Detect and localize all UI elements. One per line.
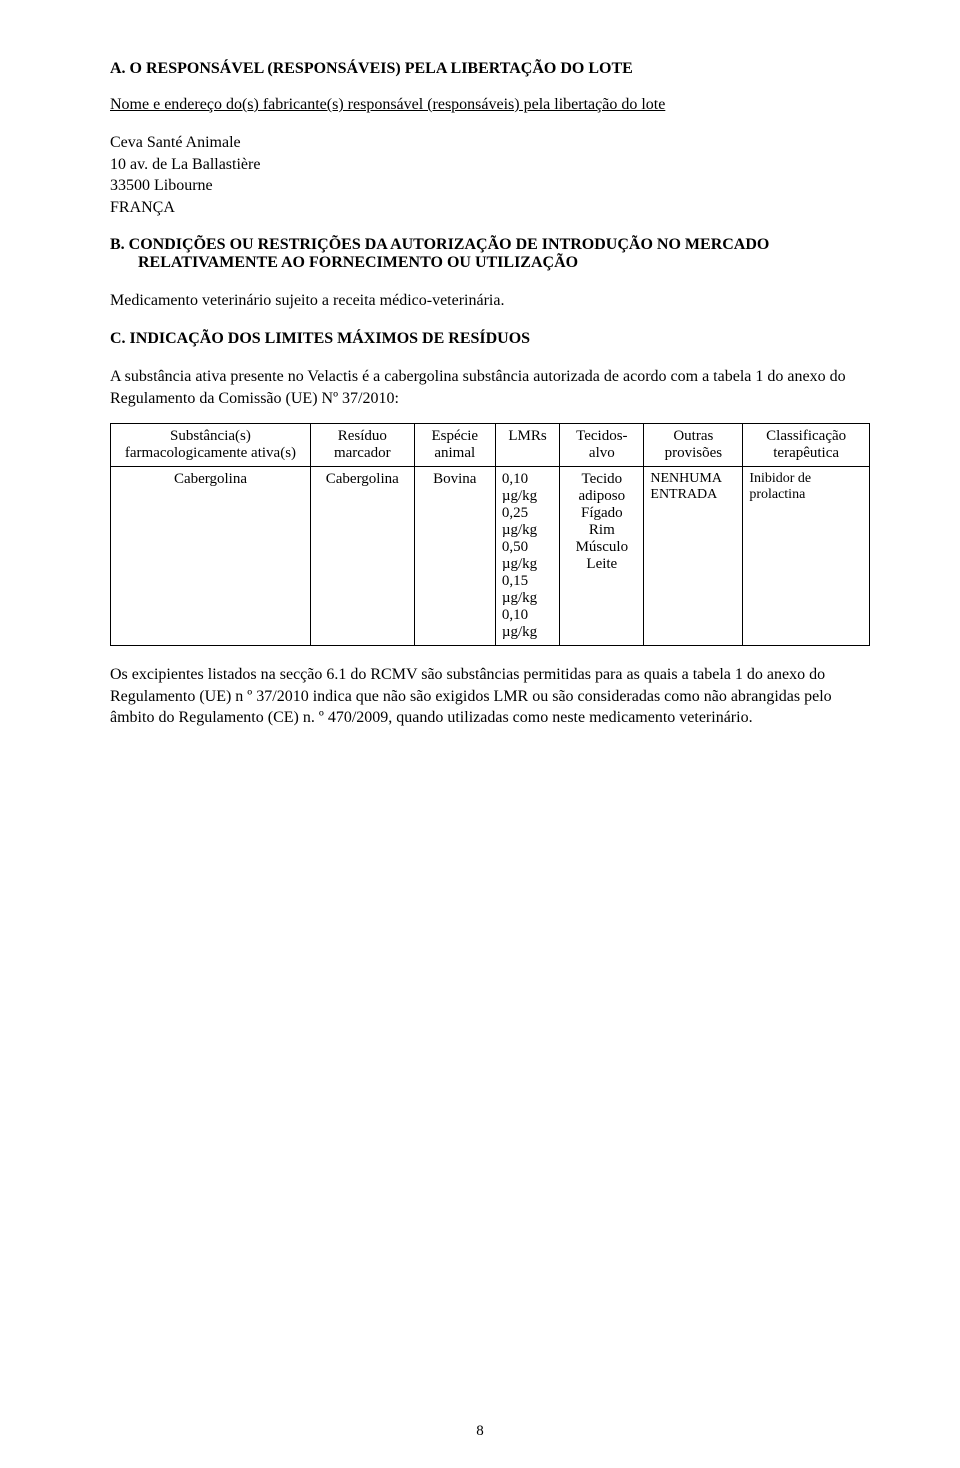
- col-header-lmrs: LMRs: [495, 424, 559, 467]
- page-number: 8: [0, 1423, 960, 1440]
- cell-classification: Inibidor de prolactina: [743, 467, 870, 646]
- manufacturer-address: Ceva Santé Animale 10 av. de La Ballasti…: [110, 132, 870, 218]
- lmr-value-2: 0,25 µg/kg: [502, 505, 553, 539]
- address-line-4: FRANÇA: [110, 197, 870, 219]
- classification-line-1: Inibidor de: [749, 471, 863, 487]
- lmr-value-5: 0,10 µg/kg: [502, 607, 553, 641]
- col-header-classification: Classificação terapêutica: [743, 424, 870, 467]
- tissue-3: Rim: [566, 522, 637, 539]
- col-header-species: Espécie animal: [414, 424, 495, 467]
- document-page: A. O RESPONSÁVEL (RESPONSÁVEIS) PELA LIB…: [0, 0, 960, 1468]
- lmr-value-3: 0,50 µg/kg: [502, 539, 553, 573]
- tissue-2: Fígado: [566, 505, 637, 522]
- cell-marker: Cabergolina: [310, 467, 414, 646]
- address-line-2: 10 av. de La Ballastière: [110, 154, 870, 176]
- cell-provisions: NENHUMA ENTRADA: [644, 467, 743, 646]
- tissue-4: Músculo: [566, 539, 637, 556]
- cell-substance: Cabergolina: [111, 467, 311, 646]
- address-line-3: 33500 Libourne: [110, 175, 870, 197]
- lmr-value-1: 0,10 µg/kg: [502, 471, 553, 505]
- section-b-heading: B. CONDIÇÕES OU RESTRIÇÕES DA AUTORIZAÇÃ…: [110, 236, 870, 272]
- cell-tissues: Tecido adiposo Fígado Rim Músculo Leite: [560, 467, 644, 646]
- col-header-tissues: Tecidos-alvo: [560, 424, 644, 467]
- section-a-heading: A. O RESPONSÁVEL (RESPONSÁVEIS) PELA LIB…: [110, 60, 870, 78]
- section-b-body: Medicamento veterinário sujeito a receit…: [110, 290, 870, 312]
- col-header-marker: Resíduo marcador: [310, 424, 414, 467]
- section-c-body: A substância ativa presente no Velactis …: [110, 366, 870, 409]
- footer-paragraph: Os excipientes listados na secção 6.1 do…: [110, 664, 870, 729]
- cell-species: Bovina: [414, 467, 495, 646]
- table-row: Cabergolina Cabergolina Bovina 0,10 µg/k…: [111, 467, 870, 646]
- col-header-provisions: Outras provisões: [644, 424, 743, 467]
- mrl-table: Substância(s) farmacologicamente ativa(s…: [110, 423, 870, 646]
- section-a-intro: Nome e endereço do(s) fabricante(s) resp…: [110, 96, 870, 114]
- tissue-5: Leite: [566, 556, 637, 573]
- lmr-value-4: 0,15 µg/kg: [502, 573, 553, 607]
- classification-line-2: prolactina: [749, 487, 863, 503]
- tissue-1: Tecido adiposo: [566, 471, 637, 505]
- col-header-substance: Substância(s) farmacologicamente ativa(s…: [111, 424, 311, 467]
- section-c-heading: C. INDICAÇÃO DOS LIMITES MÁXIMOS DE RESÍ…: [110, 330, 870, 348]
- cell-lmrs: 0,10 µg/kg 0,25 µg/kg 0,50 µg/kg 0,15 µg…: [495, 467, 559, 646]
- provision-line-2: ENTRADA: [650, 487, 736, 503]
- table-header-row: Substância(s) farmacologicamente ativa(s…: [111, 424, 870, 467]
- provision-line-1: NENHUMA: [650, 471, 736, 487]
- address-line-1: Ceva Santé Animale: [110, 132, 870, 154]
